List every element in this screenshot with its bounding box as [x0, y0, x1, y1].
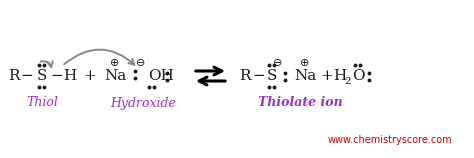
Text: R: R: [8, 69, 20, 83]
Text: +: +: [320, 69, 333, 83]
Text: R: R: [239, 69, 251, 83]
Text: www.chemistryscore.com: www.chemistryscore.com: [328, 135, 452, 145]
Text: 2: 2: [345, 76, 351, 85]
Text: Thiol: Thiol: [26, 97, 58, 109]
Text: OH: OH: [148, 69, 174, 83]
Text: Hydroxide: Hydroxide: [110, 97, 176, 109]
Text: +: +: [83, 69, 96, 83]
Text: −: −: [51, 69, 64, 83]
Text: −: −: [253, 69, 265, 83]
Text: ⊖: ⊖: [273, 58, 283, 68]
Text: Thiolate ion: Thiolate ion: [258, 97, 342, 109]
Text: H: H: [333, 69, 346, 83]
Text: ⊖: ⊖: [137, 58, 146, 68]
Text: S: S: [37, 69, 47, 83]
Text: O: O: [352, 69, 365, 83]
Text: H: H: [64, 69, 77, 83]
Text: ⊕: ⊕: [110, 58, 120, 68]
Text: Na: Na: [294, 69, 316, 83]
Text: Na: Na: [104, 69, 126, 83]
Text: −: −: [21, 69, 33, 83]
Text: S: S: [267, 69, 277, 83]
Text: ⊕: ⊕: [301, 58, 310, 68]
